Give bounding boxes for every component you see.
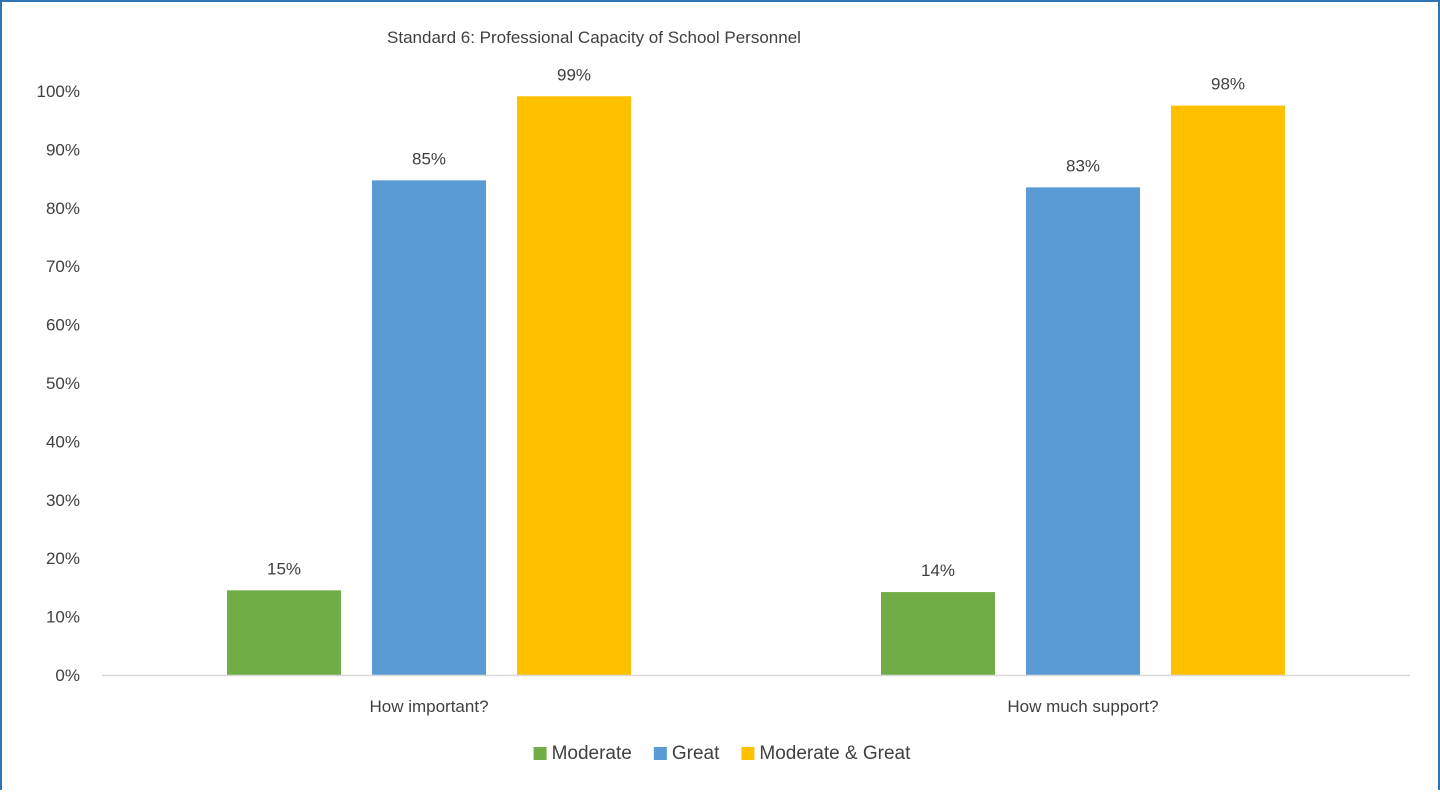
y-tick-label: 100% bbox=[37, 82, 80, 101]
data-label: 83% bbox=[1066, 156, 1100, 175]
y-tick-label: 60% bbox=[46, 316, 80, 335]
bar bbox=[517, 96, 631, 676]
y-tick-label: 10% bbox=[46, 608, 80, 627]
y-tick-label: 50% bbox=[46, 374, 80, 393]
legend-label: Moderate bbox=[552, 743, 632, 764]
x-tick-label: How important? bbox=[369, 697, 488, 716]
legend-label: Moderate & Great bbox=[759, 743, 911, 764]
bar bbox=[881, 592, 995, 675]
y-tick-label: 40% bbox=[46, 432, 80, 451]
y-tick-label: 80% bbox=[46, 199, 80, 218]
data-label: 99% bbox=[557, 65, 591, 84]
y-tick-label: 20% bbox=[46, 549, 80, 568]
legend: Moderate Great Moderate & Great bbox=[533, 743, 911, 764]
data-labels: 15% 85% 99% 14% 83% 98% bbox=[267, 65, 1245, 580]
y-tick-label: 90% bbox=[46, 140, 80, 159]
x-tick-label: How much support? bbox=[1007, 697, 1158, 716]
data-label: 98% bbox=[1211, 75, 1245, 94]
data-label: 15% bbox=[267, 559, 301, 578]
data-label: 85% bbox=[412, 149, 446, 168]
bar bbox=[227, 590, 341, 675]
legend-swatch bbox=[653, 747, 667, 760]
bars bbox=[227, 96, 1285, 676]
legend-label: Great bbox=[672, 743, 720, 764]
y-tick-label: 70% bbox=[46, 257, 80, 276]
chart-title: Standard 6: Professional Capacity of Sch… bbox=[387, 28, 801, 47]
y-tick-label: 30% bbox=[46, 491, 80, 510]
bar bbox=[1171, 105, 1285, 676]
y-axis: 0% 10% 20% 30% 40% 50% 60% 70% 80% 90% 100% bbox=[37, 82, 80, 685]
data-label: 14% bbox=[921, 561, 955, 580]
legend-swatch bbox=[533, 747, 547, 760]
x-axis: How important? How much support? bbox=[102, 674, 1410, 716]
legend-swatch bbox=[741, 747, 755, 760]
y-tick-label: 0% bbox=[55, 666, 80, 685]
bar bbox=[1026, 187, 1140, 676]
bar bbox=[372, 180, 486, 676]
